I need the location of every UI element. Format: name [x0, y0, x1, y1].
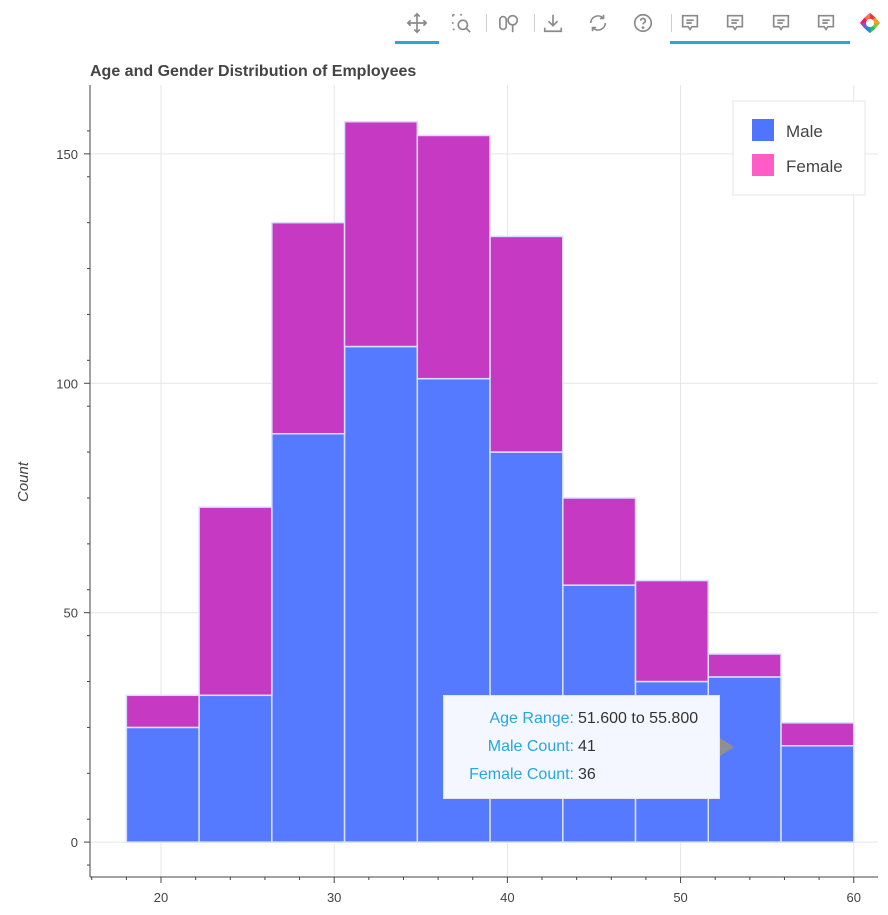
active-tool-indicator: [395, 41, 439, 44]
bokeh-logo[interactable]: [855, 8, 885, 38]
hover-icon[interactable]: [811, 8, 841, 38]
tooltip-row-female-count: Female Count: 36: [444, 766, 714, 784]
bar-female: [707, 653, 782, 678]
axes: 0 50 100 150 20 30 40 50 60: [56, 85, 878, 905]
hover-icon[interactable]: [720, 8, 750, 38]
legend: Male Female: [732, 100, 866, 196]
bar-female: [198, 506, 273, 697]
legend-label-female: Female: [786, 157, 843, 176]
help-icon[interactable]: [628, 8, 658, 38]
tooltip-label: Age Range:: [489, 710, 574, 727]
reset-icon[interactable]: [583, 8, 613, 38]
bar-female: [125, 694, 200, 729]
pan-icon[interactable]: [402, 8, 432, 38]
y-tick-label: 150: [56, 147, 78, 162]
bar-male: [198, 694, 273, 843]
active-tool-indicator: [670, 41, 850, 44]
tooltip-pointer: [720, 738, 734, 756]
tooltip-row-age-range: Age Range: 51.600 to 55.800: [444, 710, 714, 728]
bar-male: [271, 432, 346, 843]
x-tick-label: 50: [673, 890, 687, 905]
save-icon[interactable]: [538, 8, 568, 38]
tooltip-value: 51.600 to 55.800: [578, 710, 699, 727]
legend-swatch-female: [752, 154, 774, 176]
bar-female: [416, 134, 491, 380]
bar-female: [489, 235, 564, 453]
legend-swatch-male: [752, 119, 774, 141]
legend-label-male: Male: [786, 122, 823, 141]
x-tick-label: 60: [847, 890, 861, 905]
y-tick-label: 100: [56, 376, 78, 391]
bar-female: [780, 722, 855, 747]
tooltip-value: 36: [578, 766, 596, 783]
bar-female: [562, 497, 637, 586]
tooltip-value: 41: [578, 738, 596, 755]
bar-male: [343, 345, 419, 843]
chart-title: Age and Gender Distribution of Employees: [90, 63, 416, 80]
bar-male: [780, 745, 855, 843]
hover-icon[interactable]: [766, 8, 796, 38]
x-tick-label: 20: [154, 890, 168, 905]
hover-icon[interactable]: [675, 8, 705, 38]
box-zoom-icon[interactable]: [446, 8, 476, 38]
bar-male: [125, 726, 200, 843]
legend-box: [732, 100, 866, 196]
toolbar: [390, 0, 888, 46]
y-tick-label: 50: [64, 606, 78, 621]
tooltip-label: Male Count:: [487, 738, 574, 755]
bar-female: [634, 579, 710, 683]
bar-female: [343, 120, 419, 348]
hover-tooltip: Age Range: 51.600 to 55.800 Male Count: …: [443, 695, 720, 799]
x-tick-label: 30: [327, 890, 341, 905]
y-axis-label: Count: [15, 461, 32, 502]
x-tick-label: 40: [500, 890, 514, 905]
wheel-zoom-icon[interactable]: [494, 8, 524, 38]
tooltip-row-male-count: Male Count: 41: [444, 738, 714, 756]
tooltip-label: Female Count:: [469, 766, 574, 783]
y-tick-label: 0: [71, 835, 78, 850]
bar-female: [271, 221, 346, 435]
